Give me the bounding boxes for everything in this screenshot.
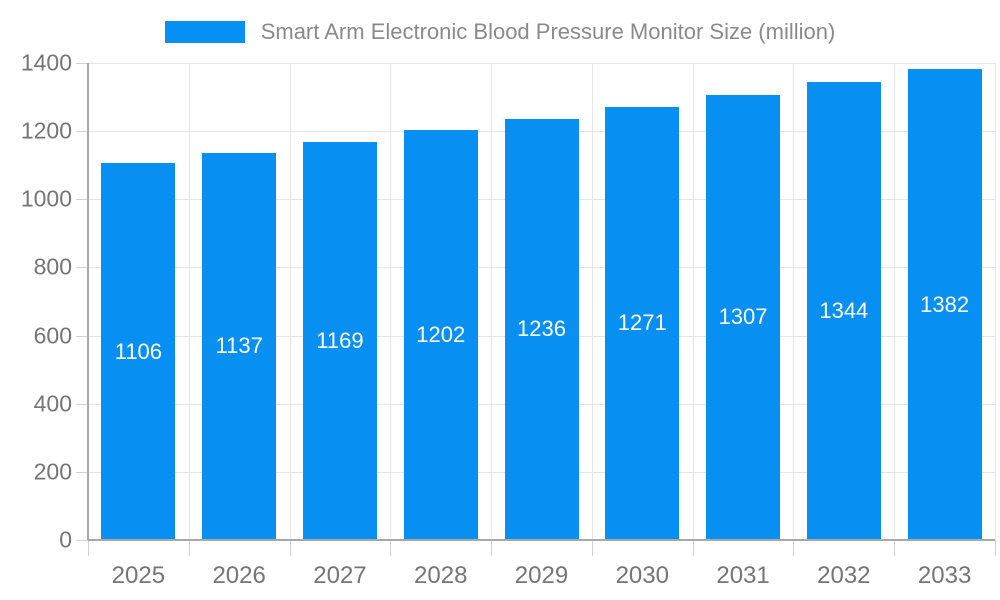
bar-value-label: 1169 [316,327,364,353]
y-tick-label: 600 [33,322,72,349]
y-tick-mark [76,471,88,473]
bar-value-label: 1236 [517,316,566,342]
y-tick-mark [76,199,88,201]
y-tick-mark [76,63,88,64]
bar-2027[interactable]: 1169 [302,141,377,540]
bar-value-label: 1271 [617,310,667,336]
v-gridline [491,63,493,540]
x-tick-mark [289,540,291,556]
v-gridline [289,63,291,540]
bar-2025[interactable]: 1106 [101,163,176,540]
y-tick-label: 1400 [20,49,72,76]
bar-2030[interactable]: 1271 [605,106,680,540]
y-tick-mark [76,403,88,405]
x-tick-mark [390,540,392,556]
x-tick-mark [793,540,795,556]
bar-2031[interactable]: 1307 [706,94,781,540]
bar-value-label: 1344 [819,298,869,324]
v-gridline [591,63,593,540]
bar-value-label: 1202 [416,322,466,348]
x-tick-label: 2029 [514,562,569,589]
y-axis-line [87,63,89,540]
bar-value-label: 1106 [114,338,163,364]
v-gridline [894,63,896,540]
x-tick-label: 2025 [111,562,166,589]
y-tick-label: 200 [33,458,72,485]
legend[interactable]: Smart Arm Electronic Blood Pressure Moni… [0,18,1000,46]
x-axis-line [88,539,995,541]
bar-2028[interactable]: 1202 [403,130,478,540]
x-tick-label: 2026 [212,562,266,589]
v-gridline [692,63,694,540]
y-tick-label: 1000 [20,185,72,212]
y-tick-label: 800 [33,253,72,280]
y-tick-mark [76,267,88,269]
x-tick-mark [88,540,89,556]
bar-value-label: 1307 [718,304,768,330]
h-gridline [88,63,995,64]
bar-2029[interactable]: 1236 [504,118,579,540]
v-gridline [995,63,996,540]
y-tick-mark [76,335,88,337]
x-tick-mark [995,540,996,556]
y-tick-label: 1200 [20,117,72,144]
x-tick-mark [188,540,190,556]
legend-label: Smart Arm Electronic Blood Pressure Moni… [260,19,836,44]
x-tick-label: 2030 [615,562,669,589]
x-tick-mark [894,540,896,556]
plot-area: 1106 1137 1169 1202 1236 1271 1307 1344 1382 [88,63,996,540]
v-gridline [390,63,392,540]
x-tick-label: 2027 [313,562,367,589]
y-tick-mark [76,131,88,133]
x-tick-mark [692,540,694,556]
v-gridline [188,63,190,540]
x-tick-label: 2028 [414,562,468,589]
y-tick-mark [76,540,88,541]
x-tick-label: 2033 [917,562,972,589]
x-tick-label: 2031 [716,562,770,589]
bar-2026[interactable]: 1137 [202,152,277,540]
legend-swatch[interactable] [164,21,245,43]
y-tick-label: 400 [33,390,72,417]
bar-value-label: 1382 [920,291,970,317]
v-gridline [793,63,795,540]
bar-value-label: 1137 [215,333,263,359]
bar-2033[interactable]: 1382 [907,69,982,540]
bar-2032[interactable]: 1344 [806,82,881,540]
y-tick-label: 0 [59,526,72,553]
x-tick-label: 2032 [817,562,871,589]
x-tick-mark [591,540,593,556]
x-tick-mark [491,540,493,556]
